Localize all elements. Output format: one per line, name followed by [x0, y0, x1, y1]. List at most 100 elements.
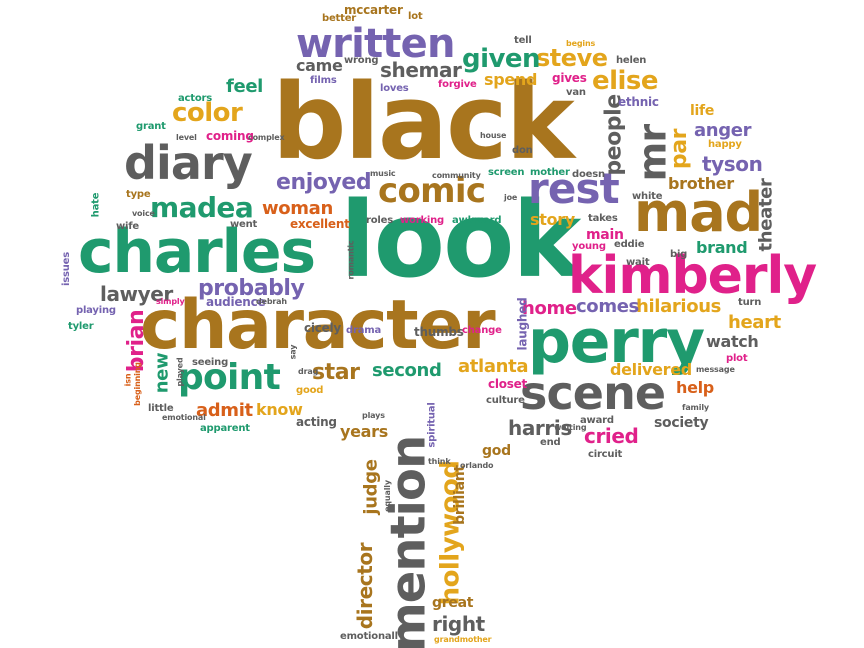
- word-message: message: [696, 365, 735, 374]
- word-tyler: tyler: [68, 321, 94, 332]
- word-good: good: [296, 385, 324, 396]
- word-watch: watch: [706, 332, 759, 351]
- word-van: van: [566, 87, 586, 98]
- word-emotionally: emotionally: [340, 631, 405, 642]
- word-lot: lot: [408, 11, 423, 22]
- word-charles: charles: [78, 217, 316, 287]
- word-better: better: [322, 13, 357, 24]
- word-lawyer: lawyer: [100, 282, 173, 306]
- word-joe: joe: [504, 193, 518, 202]
- word-closet: closet: [488, 377, 528, 391]
- word-awkward: awkward: [452, 215, 502, 226]
- word-played: played: [175, 357, 185, 387]
- word-brilliant: brilliant: [451, 465, 468, 525]
- word-gives: gives: [552, 71, 587, 85]
- word-delivered: delivered: [610, 360, 692, 379]
- word-grandmother: grandmother: [434, 635, 492, 644]
- word-color: color: [172, 98, 243, 128]
- word-wrong: wrong: [344, 55, 379, 66]
- word-home: home: [522, 298, 577, 319]
- word-working: working: [400, 215, 444, 226]
- word-romantic: romantic: [346, 240, 356, 280]
- word-happy: happy: [708, 139, 742, 150]
- word-level: level: [176, 133, 197, 142]
- word-family: family: [682, 403, 709, 412]
- word-know: know: [256, 400, 303, 419]
- word-thumbs: thumbs: [414, 325, 464, 339]
- word-came: came: [296, 56, 343, 75]
- word-excellent: excellent: [290, 217, 350, 231]
- word-simply: simply: [156, 297, 185, 306]
- word-second: second: [372, 360, 442, 381]
- word-brand: brand: [696, 238, 748, 257]
- word-harris: harris: [508, 416, 572, 440]
- word-rest: rest: [528, 164, 620, 213]
- word-look: look: [340, 179, 581, 301]
- word-mad: mad: [634, 181, 763, 244]
- word-actors: actors: [178, 93, 213, 104]
- word-issues: issues: [61, 252, 72, 286]
- word-doesn: doesn: [572, 169, 605, 180]
- word-wait: wait: [626, 257, 650, 268]
- word-laughed: laughed: [515, 297, 530, 351]
- word-helen: helen: [616, 55, 647, 66]
- word-tyson: tyson: [702, 152, 763, 176]
- word-say: say: [288, 344, 298, 360]
- word-drag: drag: [298, 367, 319, 376]
- word-big: big: [670, 249, 688, 260]
- word-change: change: [462, 325, 502, 336]
- word-little: little: [148, 403, 174, 414]
- word-young: young: [572, 241, 606, 252]
- word-plays: plays: [362, 411, 385, 420]
- word-mr: mr: [630, 124, 675, 182]
- word-screen: screen: [488, 167, 525, 178]
- word-point: point: [178, 357, 281, 398]
- word-brother: brother: [668, 174, 734, 193]
- word-help: help: [676, 378, 714, 397]
- word-don: don: [512, 145, 533, 156]
- word-cried: cried: [584, 424, 639, 448]
- word-voice: voice: [132, 209, 155, 218]
- word-eddie: eddie: [614, 239, 645, 250]
- word-spend: spend: [484, 70, 538, 89]
- word-great: great: [432, 595, 474, 611]
- word-emotional: emotional: [162, 413, 206, 422]
- word-circuit: circuit: [588, 449, 623, 460]
- word-admit: admit: [196, 400, 253, 421]
- word-house: house: [480, 131, 507, 140]
- word-heart: heart: [728, 312, 781, 333]
- word-grant: grant: [136, 121, 166, 132]
- word-tell: tell: [514, 35, 532, 46]
- word-culture: culture: [486, 395, 525, 406]
- word-went: went: [230, 219, 258, 230]
- word-character: character: [140, 286, 496, 365]
- word-probably: probably: [198, 276, 305, 301]
- word-given: given: [462, 44, 541, 74]
- word-music: music: [370, 169, 396, 178]
- word-right: right: [432, 612, 485, 636]
- word-new: new: [151, 352, 173, 394]
- word-mention: mention: [380, 435, 437, 648]
- word-scene: scene: [520, 366, 666, 420]
- word-atlanta: atlanta: [458, 356, 529, 377]
- word-anger: anger: [694, 120, 752, 141]
- word-diary: diary: [124, 136, 253, 190]
- word-written: written: [296, 21, 455, 67]
- word-hilarious: hilarious: [636, 296, 722, 317]
- word-shemar: shemar: [380, 58, 462, 82]
- word-seeing: seeing: [192, 357, 229, 368]
- word-think: think: [428, 457, 451, 466]
- word-roles: roles: [366, 215, 393, 226]
- word-films: films: [310, 75, 337, 86]
- word-equally: equally: [382, 480, 392, 512]
- word-elise: elise: [592, 66, 658, 96]
- word-years: years: [340, 422, 388, 441]
- word-turn: turn: [738, 297, 762, 308]
- word-audience: audience: [206, 295, 266, 309]
- word-orlando: orlando: [460, 461, 494, 470]
- word-judge: judge: [360, 459, 382, 515]
- word-debrah: debrah: [256, 297, 287, 306]
- word-wife: wife: [116, 221, 139, 232]
- word-cicely: cicely: [304, 321, 341, 335]
